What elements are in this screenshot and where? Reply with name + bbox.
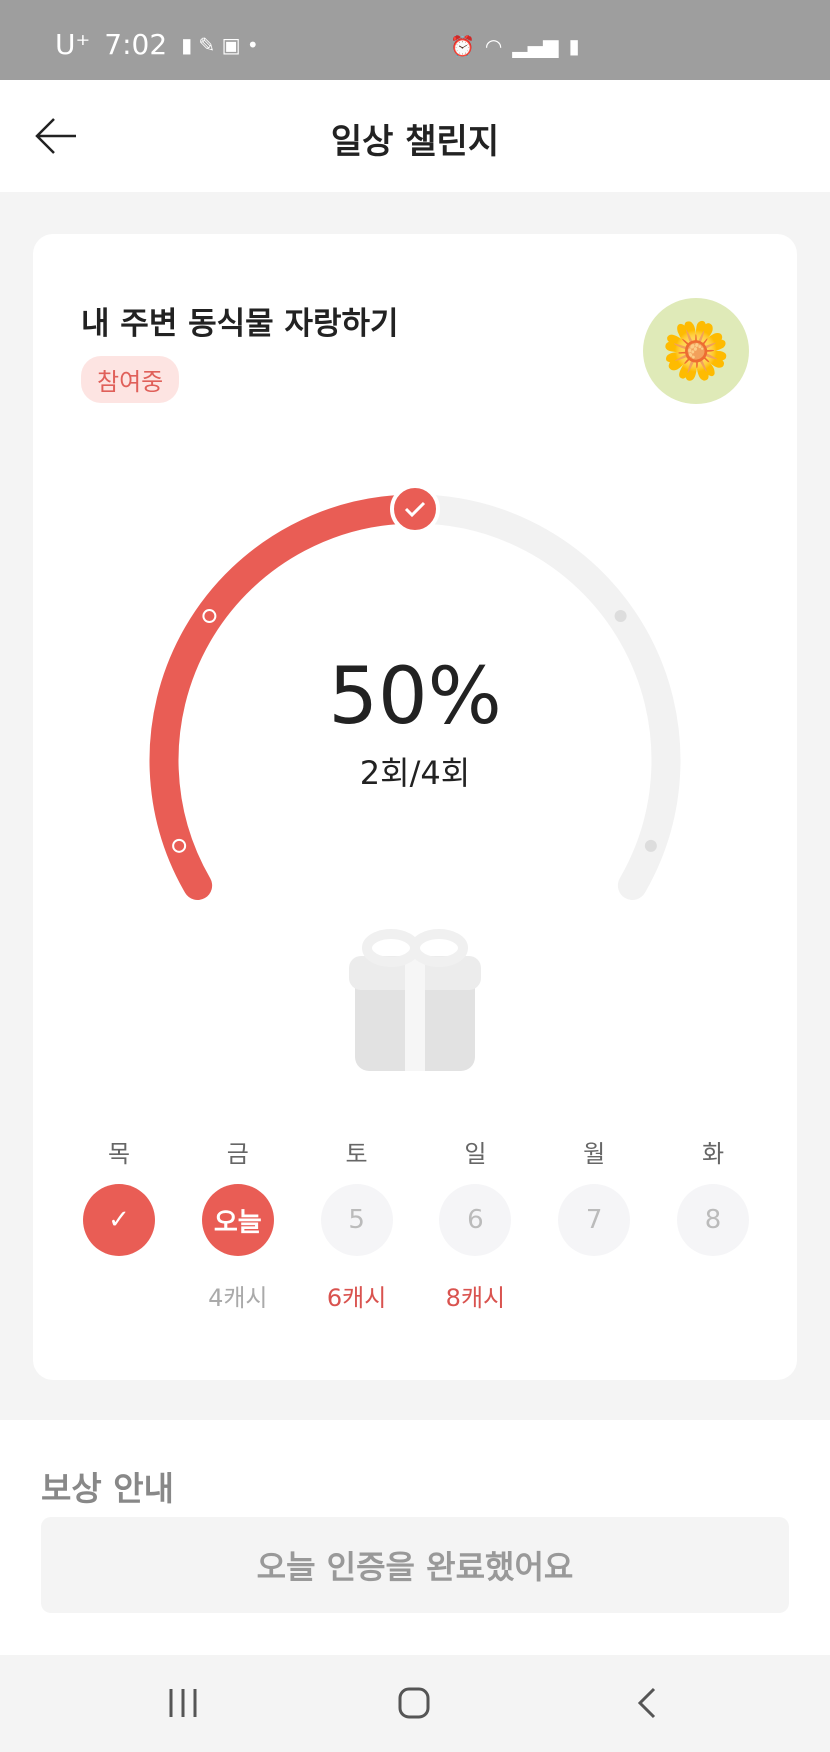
day-item: 토 5 6캐시	[319, 1134, 395, 1312]
arrow-left-icon[interactable]	[34, 116, 78, 156]
alarm-icon: ⏰	[450, 34, 475, 58]
gauge-check-icon	[390, 484, 440, 534]
challenge-card: 내 주변 동식물 자랑하기 참여중 🌼 50% 2회/4회 목 ✓ 금 오늘 4…	[33, 234, 797, 1380]
challenge-title: 내 주변 동식물 자랑하기	[81, 306, 399, 342]
gauge-milestone	[172, 838, 187, 853]
signal-icon: ▂▄▆	[512, 34, 559, 58]
clock: 7:02	[104, 28, 168, 61]
day-item: 목 ✓	[81, 1134, 157, 1308]
gauge-fill	[149, 494, 430, 900]
system-nav-bar	[0, 1655, 830, 1752]
flower-icon: 🌼	[643, 298, 749, 404]
day-item: 월 7	[556, 1134, 632, 1308]
day-reward: 6캐시	[326, 1284, 387, 1312]
day-reward: 8캐시	[445, 1284, 506, 1312]
day-circle[interactable]: 7	[558, 1184, 631, 1256]
day-item: 화 8	[675, 1134, 751, 1308]
gift-icon	[349, 929, 481, 1071]
day-label: 화	[701, 1140, 725, 1168]
gauge-milestone	[202, 609, 217, 624]
battery-icon: ▮	[568, 34, 580, 58]
day-tracker: 목 ✓ 금 오늘 4캐시 토 5 6캐시 일 6 8캐시 월 7 화 8	[81, 1134, 751, 1312]
day-circle[interactable]: 5	[320, 1184, 393, 1256]
header: 일상 챌린지	[0, 80, 830, 192]
day-circle[interactable]: ✓	[83, 1184, 155, 1256]
day-item: 금 오늘 4캐시	[200, 1134, 276, 1312]
system-icons: ⏰ ◠ ▂▄▆ ▮	[450, 34, 580, 58]
page-title: 일상 챌린지	[330, 122, 500, 162]
day-item: 일 6 8캐시	[437, 1134, 513, 1312]
recent-apps-icon[interactable]	[165, 1685, 201, 1721]
carrier: U⁺	[55, 28, 91, 61]
reward-section: 보상 안내 오늘 인증을 완료했어요	[0, 1420, 830, 1655]
day-circle[interactable]: 8	[676, 1184, 749, 1256]
day-label: 월	[583, 1140, 606, 1168]
day-label: 목	[107, 1140, 131, 1168]
gauge-milestone	[614, 610, 627, 623]
day-label: 토	[345, 1140, 368, 1168]
gauge-milestone	[644, 839, 657, 852]
day-circle[interactable]: 6	[439, 1184, 512, 1256]
notification-icons: ▮ ✎ ▣ •	[181, 32, 259, 57]
back-nav-icon[interactable]	[630, 1685, 666, 1721]
reward-title: 보상 안내	[41, 1469, 174, 1508]
day-label: 금	[226, 1140, 249, 1168]
home-icon[interactable]	[396, 1685, 432, 1721]
day-label: 일	[464, 1140, 487, 1168]
day-circle[interactable]: 오늘	[201, 1184, 274, 1256]
progress-gauge	[149, 484, 681, 900]
complete-button[interactable]: 오늘 인증을 완료했어요	[41, 1517, 789, 1613]
status-badge: 참여중	[81, 356, 180, 403]
wifi-icon: ◠	[484, 34, 503, 58]
progress-percent: 50%	[328, 652, 502, 742]
day-reward: 4캐시	[208, 1284, 268, 1312]
status-bar: U⁺ 7:02 ▮ ✎ ▣ • ⏰ ◠ ▂▄▆ ▮	[0, 0, 830, 80]
progress-count: 2회/4회	[359, 754, 471, 792]
